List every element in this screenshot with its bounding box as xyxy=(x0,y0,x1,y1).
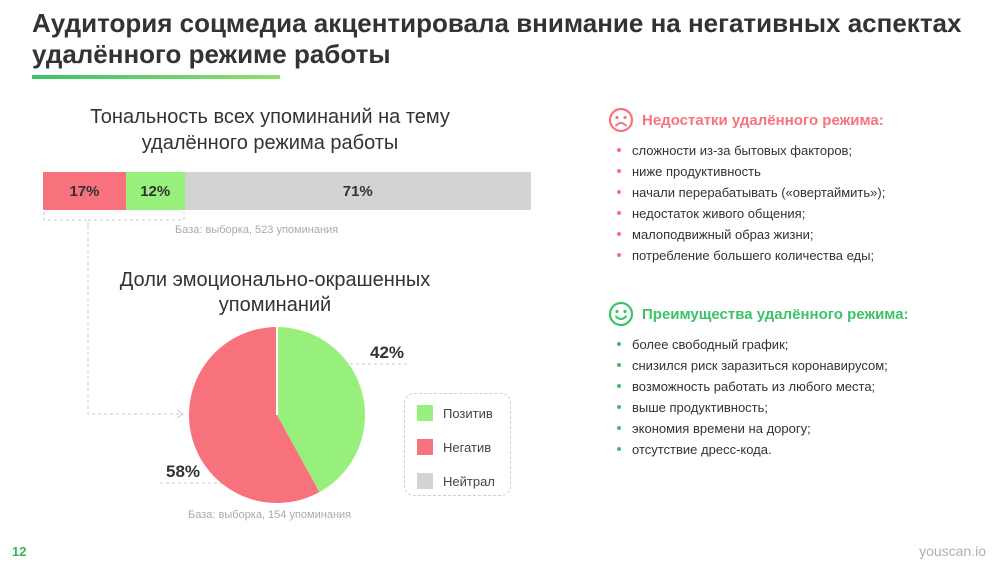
legend-item-positive: Позитив xyxy=(417,405,493,421)
positives-item: возможность работать из любого места; xyxy=(608,376,988,397)
bullet-dot xyxy=(617,232,621,236)
brand-link[interactable]: youscan.io xyxy=(919,543,986,559)
pie-label-positive: 42% xyxy=(370,343,405,362)
positives-list: более свободный график; снизился риск зар… xyxy=(608,334,988,460)
pie-label-negative: 58% xyxy=(166,462,201,481)
bullet-dot xyxy=(617,363,621,367)
legend-label-positive: Позитив xyxy=(443,405,493,421)
positives-item: экономия времени на дорогу; xyxy=(608,418,988,439)
page-title: Аудитория соцмедиа акцентировала внимани… xyxy=(32,8,962,69)
pie-slice-negative xyxy=(189,327,320,503)
positives-item-text: выше продуктивность; xyxy=(632,400,769,415)
negatives-item: начали перерабатывать («овертаймить»); xyxy=(608,182,988,203)
bullet-dot xyxy=(617,253,621,257)
legend-label-neutral: Нейтрал xyxy=(443,473,495,489)
negatives-list: сложности из-за бытовых факторов; ниже пр… xyxy=(608,140,988,266)
negatives-item-text: малоподвижный образ жизни; xyxy=(632,227,814,242)
negatives-item: малоподвижный образ жизни; xyxy=(608,224,988,245)
sad-face-icon xyxy=(608,107,634,133)
legend-swatch-positive xyxy=(417,405,433,421)
negatives-item: недостаток живого общения; xyxy=(608,203,988,224)
positives-item-text: снизился риск заразиться коронавирусом; xyxy=(632,358,888,373)
bar-chart-note: База: выборка, 523 упоминания xyxy=(175,224,339,236)
pie-slice-positive xyxy=(277,327,365,493)
negatives-item-text: сложности из-за бытовых факторов; xyxy=(632,143,853,158)
negatives-heading: Недостатки удалённого режима: xyxy=(642,111,884,129)
pie-legend: Позитив Негатив Нейтрал xyxy=(404,393,511,496)
positives-item-text: более свободный график; xyxy=(632,337,789,352)
bullet-dot xyxy=(617,190,621,194)
bullet-dot xyxy=(617,384,621,388)
negatives-item-text: ниже продуктивность xyxy=(632,164,761,179)
page-number: 12 xyxy=(12,544,27,559)
positives-item-text: отсутствие дресс-кода. xyxy=(632,442,772,457)
positives-item-text: экономия времени на дорогу; xyxy=(632,421,811,436)
bar-neutral: 71% xyxy=(184,172,531,210)
bullet-dot xyxy=(617,405,621,409)
negatives-item-text: начали перерабатывать («овертаймить»); xyxy=(632,185,886,200)
bar-positive: 12% xyxy=(125,172,185,210)
positives-item: отсутствие дресс-кода. xyxy=(608,439,988,460)
bar-negative: 17% xyxy=(43,172,126,210)
bullet-dot xyxy=(617,211,621,215)
bullet-dot xyxy=(617,447,621,451)
legend-swatch-negative xyxy=(417,439,433,455)
bullet-dot xyxy=(617,169,621,173)
pie-chart xyxy=(189,327,365,503)
negatives-section: Недостатки удалённого режима: сложности … xyxy=(608,106,988,266)
negatives-header: Недостатки удалённого режима: xyxy=(608,106,988,134)
positives-heading: Преимущества удалённого режима: xyxy=(642,305,909,323)
bullet-dot xyxy=(617,342,621,346)
pie-chart-title: Доли эмоционально-окрашенных упоминаний xyxy=(119,269,431,316)
legend-item-neutral: Нейтрал xyxy=(417,473,495,489)
negatives-item-text: потребление большего количества еды; xyxy=(632,248,875,263)
negatives-item: ниже продуктивность xyxy=(608,161,988,182)
negatives-item: сложности из-за бытовых факторов; xyxy=(608,140,988,161)
positives-item: более свободный график; xyxy=(608,334,988,355)
bullet-dot xyxy=(617,148,621,152)
positives-item-text: возможность работать из любого места; xyxy=(632,379,876,394)
positives-item: выше продуктивность; xyxy=(608,397,988,418)
pie-chart-note: База: выборка, 154 упоминания xyxy=(188,509,352,521)
negatives-item: потребление большего количества еды; xyxy=(608,245,988,266)
bar-chart-title: Тональность всех упоминаний на тему удал… xyxy=(90,106,450,154)
negatives-item-text: недостаток живого общения; xyxy=(632,206,806,221)
positives-section: Преимущества удалённого режима: более св… xyxy=(608,300,988,460)
positives-item: снизился риск заразиться коронавирусом; xyxy=(608,355,988,376)
bullet-dot xyxy=(617,426,621,430)
positives-header: Преимущества удалённого режима: xyxy=(608,300,988,328)
legend-label-negative: Негатив xyxy=(443,439,492,455)
legend-item-negative: Негатив xyxy=(417,439,491,455)
title-underline xyxy=(32,75,280,79)
happy-face-icon xyxy=(608,301,634,327)
legend-swatch-neutral xyxy=(417,473,433,489)
